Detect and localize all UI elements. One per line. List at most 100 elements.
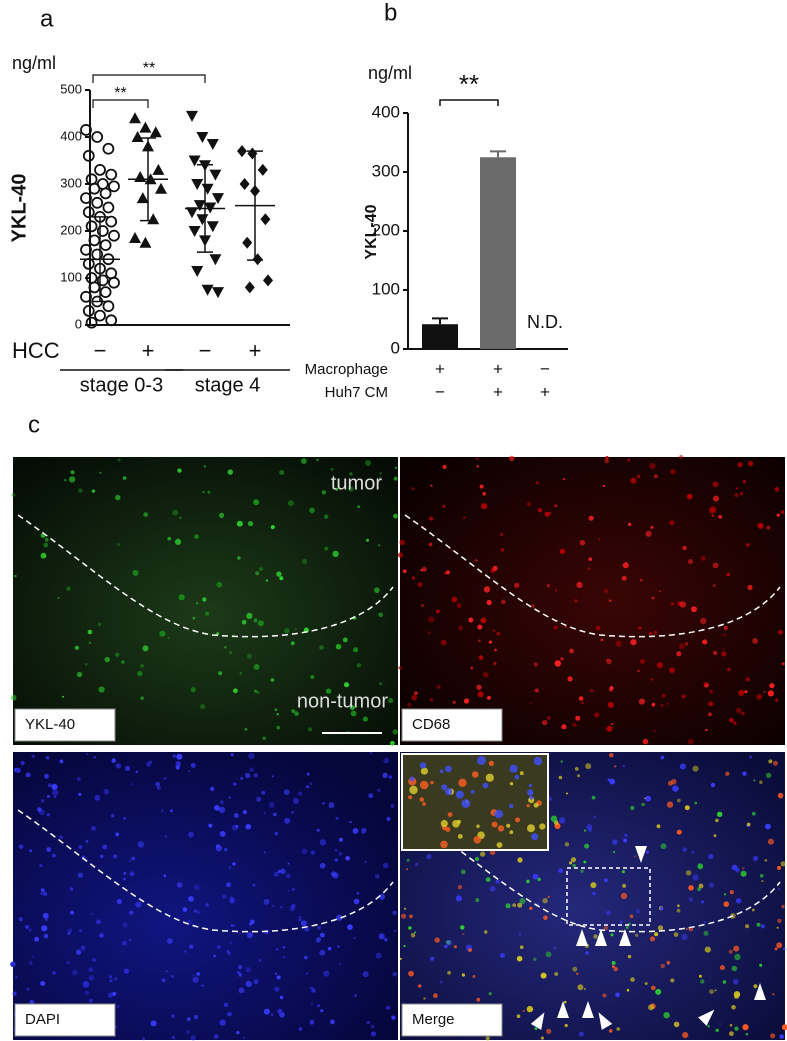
- cell-speckle: [177, 468, 182, 473]
- cell-speckle: [321, 490, 326, 495]
- cell-speckle: [319, 645, 324, 650]
- cell-speckle: [570, 857, 577, 863]
- cell-speckle: [219, 1019, 226, 1026]
- data-point: [82, 304, 95, 317]
- cell-speckle: [701, 556, 706, 561]
- cell-speckle: [731, 965, 738, 972]
- channel-label: Merge: [412, 1011, 455, 1028]
- cell-speckle: [649, 936, 656, 942]
- inset-speckle: [509, 782, 514, 786]
- cell-speckle: [579, 1031, 584, 1037]
- data-point: [201, 284, 214, 296]
- cell-speckle: [651, 702, 656, 707]
- cell-speckle: [394, 929, 397, 933]
- cell-speckle: [417, 582, 423, 587]
- cell-speckle: [255, 571, 260, 576]
- cell-speckle: [184, 950, 187, 953]
- cell-speckle: [324, 546, 329, 551]
- cell-speckle: [440, 639, 447, 646]
- cell-speckle: [245, 980, 252, 987]
- cell-speckle: [579, 540, 586, 546]
- cell-speckle: [651, 596, 655, 600]
- cell-speckle: [682, 545, 687, 551]
- cell-speckle: [283, 789, 290, 795]
- cell-speckle: [554, 660, 561, 667]
- cell-speckle: [205, 611, 210, 616]
- cell-speckle: [660, 755, 665, 760]
- cell-speckle: [242, 1037, 246, 1040]
- boundary-line: [404, 514, 781, 638]
- cell-speckle: [323, 970, 330, 977]
- cell-speckle: [108, 992, 114, 998]
- cell-speckle: [82, 981, 90, 988]
- cell-speckle: [109, 979, 113, 983]
- cell-speckle: [626, 988, 630, 992]
- cell-speckle: [709, 989, 714, 995]
- inset-speckle: [476, 824, 480, 828]
- cell-speckle: [292, 888, 295, 891]
- cell-speckle: [575, 715, 581, 721]
- cell-speckle: [606, 910, 611, 916]
- cell-speckle: [337, 945, 340, 948]
- cell-speckle: [276, 713, 279, 716]
- cell-speckle: [446, 939, 453, 946]
- cell-speckle: [379, 682, 383, 686]
- cell-speckle: [330, 1019, 335, 1025]
- cell-speckle: [352, 828, 359, 834]
- cell-speckle: [117, 1005, 120, 1008]
- cell-speckle: [636, 474, 641, 479]
- cell-speckle: [252, 883, 256, 887]
- cell-speckle: [433, 993, 438, 999]
- cell-speckle: [52, 789, 59, 796]
- cell-speckle: [196, 972, 200, 976]
- cell-speckle: [330, 467, 334, 471]
- cell-speckle: [728, 949, 733, 954]
- cell-speckle: [240, 777, 244, 780]
- cell-speckle: [339, 837, 343, 842]
- cell-speckle: [514, 582, 520, 588]
- cell-speckle: [353, 937, 356, 940]
- cell-speckle: [516, 955, 523, 962]
- cell-speckle: [408, 926, 412, 930]
- cell-speckle: [576, 581, 583, 588]
- cell-speckle: [468, 617, 474, 623]
- cell-speckle: [64, 478, 67, 482]
- inset-speckle: [471, 771, 479, 778]
- inset-speckle: [445, 827, 451, 832]
- cell-speckle: [324, 514, 329, 519]
- cell-speckle: [354, 994, 357, 997]
- cell-speckle: [167, 938, 173, 944]
- data-point: [149, 126, 162, 138]
- data-point: [139, 236, 152, 248]
- cell-speckle: [230, 924, 233, 927]
- cell-speckle: [673, 1021, 680, 1028]
- inset-speckle: [430, 780, 434, 785]
- cell-speckle: [630, 805, 635, 811]
- cell-speckle: [135, 770, 138, 773]
- cell-speckle: [193, 1015, 199, 1020]
- cell-speckle: [692, 874, 699, 881]
- cell-speckle: [229, 896, 234, 901]
- inset-speckle: [440, 819, 448, 828]
- arrowhead: [619, 929, 631, 946]
- cell-speckle: [611, 961, 616, 965]
- cell-speckle: [595, 625, 601, 631]
- cell-speckle: [612, 965, 615, 968]
- cell-speckle: [70, 910, 74, 915]
- cell-speckle: [583, 860, 587, 864]
- arrowhead: [698, 1009, 715, 1026]
- cell-speckle: [747, 460, 754, 467]
- cell-speckle: [500, 548, 505, 552]
- cell-speckle: [319, 863, 326, 869]
- inset-speckle: [473, 836, 482, 844]
- sd-bar: [92, 216, 108, 303]
- inset-speckle: [445, 765, 452, 773]
- cell-speckle: [621, 870, 625, 874]
- cell-speckle: [317, 926, 322, 930]
- cell-speckle: [605, 456, 609, 460]
- inset-speckle: [419, 762, 427, 769]
- cell-speckle: [725, 771, 730, 776]
- label-box: [14, 708, 116, 742]
- cell-speckle: [543, 915, 548, 920]
- cell-speckle: [411, 694, 418, 701]
